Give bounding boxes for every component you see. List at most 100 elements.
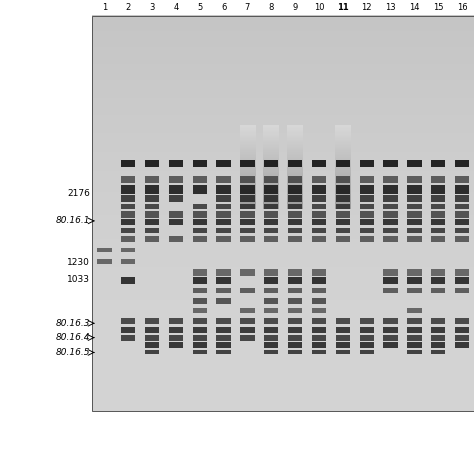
Bar <box>169 335 183 341</box>
Bar <box>312 219 326 225</box>
Bar <box>312 204 326 209</box>
Bar <box>312 349 326 355</box>
Bar <box>359 211 374 218</box>
Bar <box>312 308 326 313</box>
Bar <box>407 308 421 313</box>
Bar <box>145 236 159 242</box>
Bar <box>359 160 374 167</box>
Text: 1230: 1230 <box>67 258 90 267</box>
Bar <box>455 195 469 202</box>
Bar <box>431 277 446 284</box>
Bar <box>383 195 398 202</box>
Bar <box>407 277 421 284</box>
Bar <box>312 228 326 233</box>
Bar <box>431 327 446 333</box>
Bar <box>407 176 421 183</box>
Bar <box>336 219 350 225</box>
Text: 7: 7 <box>245 3 250 12</box>
Bar <box>264 335 278 341</box>
Bar <box>312 195 326 202</box>
Bar <box>97 248 111 252</box>
Bar <box>359 185 374 194</box>
Bar <box>431 318 446 324</box>
Text: 1: 1 <box>102 3 107 12</box>
Text: 12: 12 <box>362 3 372 12</box>
Bar <box>407 335 421 341</box>
Bar <box>383 342 398 348</box>
Bar <box>192 204 207 209</box>
Bar <box>240 288 255 293</box>
Text: 80.16.1: 80.16.1 <box>55 216 90 225</box>
Bar <box>264 228 278 233</box>
Bar <box>431 335 446 341</box>
Bar <box>312 318 326 324</box>
Bar <box>288 342 302 348</box>
Bar <box>264 195 278 202</box>
Bar <box>455 219 469 225</box>
Bar <box>217 349 231 355</box>
Bar <box>192 185 207 194</box>
Bar <box>97 259 111 264</box>
Bar <box>264 185 278 194</box>
Bar <box>383 204 398 209</box>
Bar <box>336 211 350 218</box>
Bar <box>455 277 469 284</box>
Bar <box>145 349 159 355</box>
Bar <box>359 219 374 225</box>
Bar <box>288 176 302 183</box>
Bar <box>431 269 446 276</box>
Bar <box>336 176 350 183</box>
Bar <box>121 327 136 333</box>
Text: 13: 13 <box>385 3 396 12</box>
Bar <box>121 277 136 284</box>
Bar <box>264 160 278 167</box>
Bar <box>145 160 159 167</box>
Text: 4: 4 <box>173 3 179 12</box>
Bar <box>336 204 350 209</box>
Bar <box>312 288 326 293</box>
Bar <box>288 204 302 209</box>
Bar <box>192 335 207 341</box>
Bar <box>240 318 255 324</box>
Bar <box>92 16 474 411</box>
Bar <box>431 288 446 293</box>
Bar <box>192 228 207 233</box>
Bar <box>240 269 255 276</box>
Bar <box>217 298 231 304</box>
Bar <box>264 277 278 284</box>
Bar <box>169 236 183 242</box>
Bar <box>217 219 231 225</box>
Bar <box>264 219 278 225</box>
Text: 1033: 1033 <box>67 275 90 284</box>
Bar <box>121 176 136 183</box>
Bar <box>264 176 278 183</box>
Bar <box>217 228 231 233</box>
Bar <box>455 176 469 183</box>
Text: 10: 10 <box>314 3 324 12</box>
Bar <box>288 335 302 341</box>
Bar <box>288 236 302 242</box>
Bar <box>383 176 398 183</box>
Bar <box>288 327 302 333</box>
Bar <box>336 228 350 233</box>
Bar <box>288 228 302 233</box>
Bar <box>145 185 159 194</box>
Bar <box>240 195 255 202</box>
Bar <box>407 211 421 218</box>
Bar <box>121 236 136 242</box>
Bar <box>192 342 207 348</box>
Bar <box>217 342 231 348</box>
Bar <box>312 176 326 183</box>
Bar <box>264 288 278 293</box>
Bar <box>455 236 469 242</box>
Bar <box>431 160 446 167</box>
Bar <box>455 342 469 348</box>
Bar <box>383 335 398 341</box>
Bar <box>383 211 398 218</box>
Bar <box>336 185 350 194</box>
Bar <box>312 277 326 284</box>
Text: 2: 2 <box>126 3 131 12</box>
Bar <box>169 342 183 348</box>
Bar <box>145 176 159 183</box>
Bar <box>312 160 326 167</box>
